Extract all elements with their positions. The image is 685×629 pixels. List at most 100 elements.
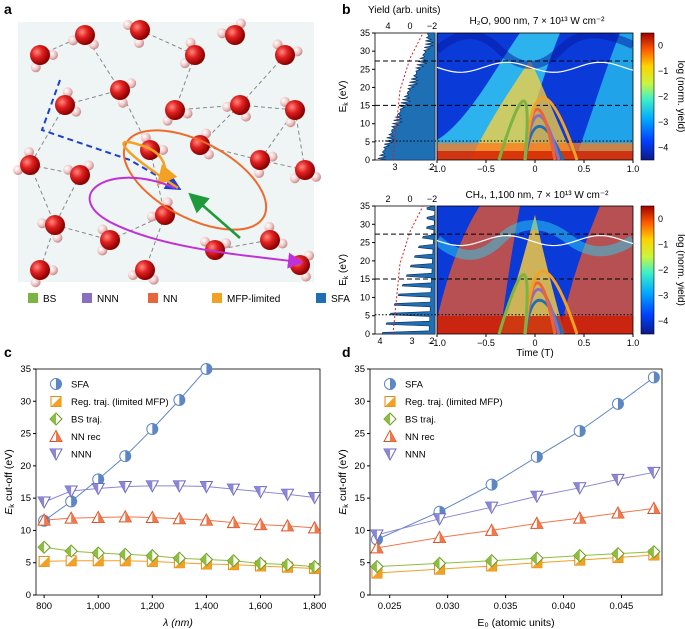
hydrogen-atom <box>117 97 128 108</box>
ch4-ek-tick-label: 35 <box>360 201 370 211</box>
plot-frame <box>369 368 663 596</box>
nnn-trajectory <box>88 176 304 269</box>
hydrogen-atom <box>157 144 168 155</box>
hydrogen-atom <box>277 238 288 249</box>
oxygen-atom <box>135 260 155 280</box>
legend-swatch-mfp <box>212 293 222 303</box>
legend-marker-mfp <box>384 396 396 407</box>
series-point-nnn <box>199 481 214 494</box>
ch4-time-tick-label: 0.5 <box>578 338 591 348</box>
oxygen-atom <box>130 20 150 40</box>
oxygen-atom <box>20 155 40 175</box>
plot-frame <box>35 368 321 596</box>
legend-swatch-nnn <box>82 293 92 303</box>
y-tick-label: 20 <box>354 461 365 472</box>
h2o-spectrum <box>377 32 436 161</box>
series-point-nn <box>647 501 661 514</box>
oxygen-atom <box>290 255 310 275</box>
series-point-bs <box>172 551 187 565</box>
x-axis-label: λ (nm) <box>162 617 193 629</box>
ch4-time-tick-label: 1.0 <box>627 338 640 348</box>
legend-label-nn: NN <box>163 294 177 305</box>
legend-label-nn: NN rec <box>71 432 101 443</box>
x-tick-label: 0.040 <box>552 601 576 612</box>
series-point-sfa <box>485 478 498 491</box>
panel-letter-a: a <box>4 1 12 17</box>
legend-label-sfa: SFA <box>71 380 90 391</box>
heatmap-ch4-title: CH₄, 1,100 nm, 7 × 10¹³ W cm⁻² <box>465 190 609 201</box>
series-point-bs <box>280 557 295 572</box>
h2o-spectrum-fit <box>392 32 424 161</box>
ch4-time-tick-label: −0.5 <box>477 338 495 348</box>
series-point-sfa <box>530 450 543 463</box>
h2o-time-tick-label: −0.5 <box>477 164 495 174</box>
h2o-ek-tick-label: 20 <box>360 82 370 92</box>
hydrogen-atom <box>217 28 228 39</box>
series-point-sfa <box>611 397 624 410</box>
ch4-yield-tick-top: 0 <box>407 194 412 204</box>
hydrogen-atom <box>134 37 145 48</box>
hydrogen-bond <box>29 164 56 226</box>
series-point-nnn <box>118 481 133 494</box>
ch4-time-tick-label: 0 <box>532 338 537 348</box>
oxygen-atom <box>155 205 175 225</box>
series-point-bs <box>307 559 322 574</box>
series-point-nn <box>307 520 322 534</box>
nn-trajectory <box>122 129 268 231</box>
series-line-nn <box>376 507 654 549</box>
series-point-nn <box>572 511 587 524</box>
legend-marker-mfp <box>50 396 62 407</box>
series-point-bs <box>647 545 661 559</box>
legend-label-mfp: Reg. traj. (limited MFP) <box>71 397 169 408</box>
oxygen-atom <box>230 95 250 115</box>
series-point-nn <box>432 530 447 544</box>
ch4-colorbar-tick: −1 <box>658 239 668 249</box>
y-tick-label: 10 <box>354 525 365 536</box>
series-point-nn <box>530 516 544 529</box>
legend-label-bs: BS <box>43 294 57 305</box>
y-tick-label: 25 <box>20 429 31 440</box>
legend-swatch-bs <box>28 293 38 303</box>
h2o-yield-tick-bottom: 2 <box>429 162 434 172</box>
oxygen-atom <box>110 80 130 100</box>
hydrogen-bond <box>29 104 66 166</box>
y-tick-label: 30 <box>20 396 31 407</box>
h2o-yield-tick-bottom: 3 <box>392 162 397 172</box>
y-tick-label: 15 <box>354 493 365 504</box>
hydrogen-atom <box>37 218 48 229</box>
series-point-nn <box>484 523 499 536</box>
ch4-ek-tick-label: 30 <box>360 219 370 229</box>
series-point-bs <box>37 540 51 554</box>
heatmap-h2o-title: H₂O, 900 nm, 7 × 10¹³ W cm⁻² <box>469 16 605 27</box>
h2o-yield-tick-top: 0 <box>407 21 412 31</box>
ch4-colorbar-tick: −4 <box>658 316 668 326</box>
h2o-ek-tick-label: 15 <box>360 101 370 111</box>
series-point-nnn <box>611 473 625 487</box>
x-tick-label: 1,600 <box>249 601 273 612</box>
series-point-sfa <box>92 473 105 486</box>
ch4-colorbar-tick: 0 <box>658 214 663 224</box>
legend-marker-sfa <box>50 378 62 390</box>
oxygen-atom <box>165 100 185 120</box>
series-point-nn <box>199 513 214 526</box>
legend-label-bs: BS traj. <box>405 415 436 426</box>
series-point-nnn <box>253 486 268 499</box>
series-point-nn <box>64 511 79 524</box>
panel-letter-d: d <box>342 344 351 360</box>
h2o-ek-tick-label: 35 <box>360 28 370 38</box>
ch4-ek-tick-label: 20 <box>360 256 370 266</box>
oxygen-atom <box>260 230 280 250</box>
ch4-ek-tick-label: 10 <box>360 292 370 302</box>
hydrogen-atom <box>182 108 193 119</box>
hydrogen-bond <box>294 109 306 171</box>
hydrogen-atom <box>254 167 265 178</box>
heatmap-h2o: H₂O, 900 nm, 7 × 10¹³ W cm⁻² <box>437 16 633 160</box>
series-point-bs <box>484 554 499 568</box>
h2o-ek-tick-label: 10 <box>360 119 370 129</box>
series-point-bs <box>199 552 214 567</box>
series-point-nn <box>91 510 106 524</box>
h2o-time-tick-label: 0 <box>532 164 537 174</box>
bs-trajectory <box>188 192 241 239</box>
h2o-yield-tick-top: 4 <box>385 21 390 31</box>
oxygen-atom <box>205 240 225 260</box>
